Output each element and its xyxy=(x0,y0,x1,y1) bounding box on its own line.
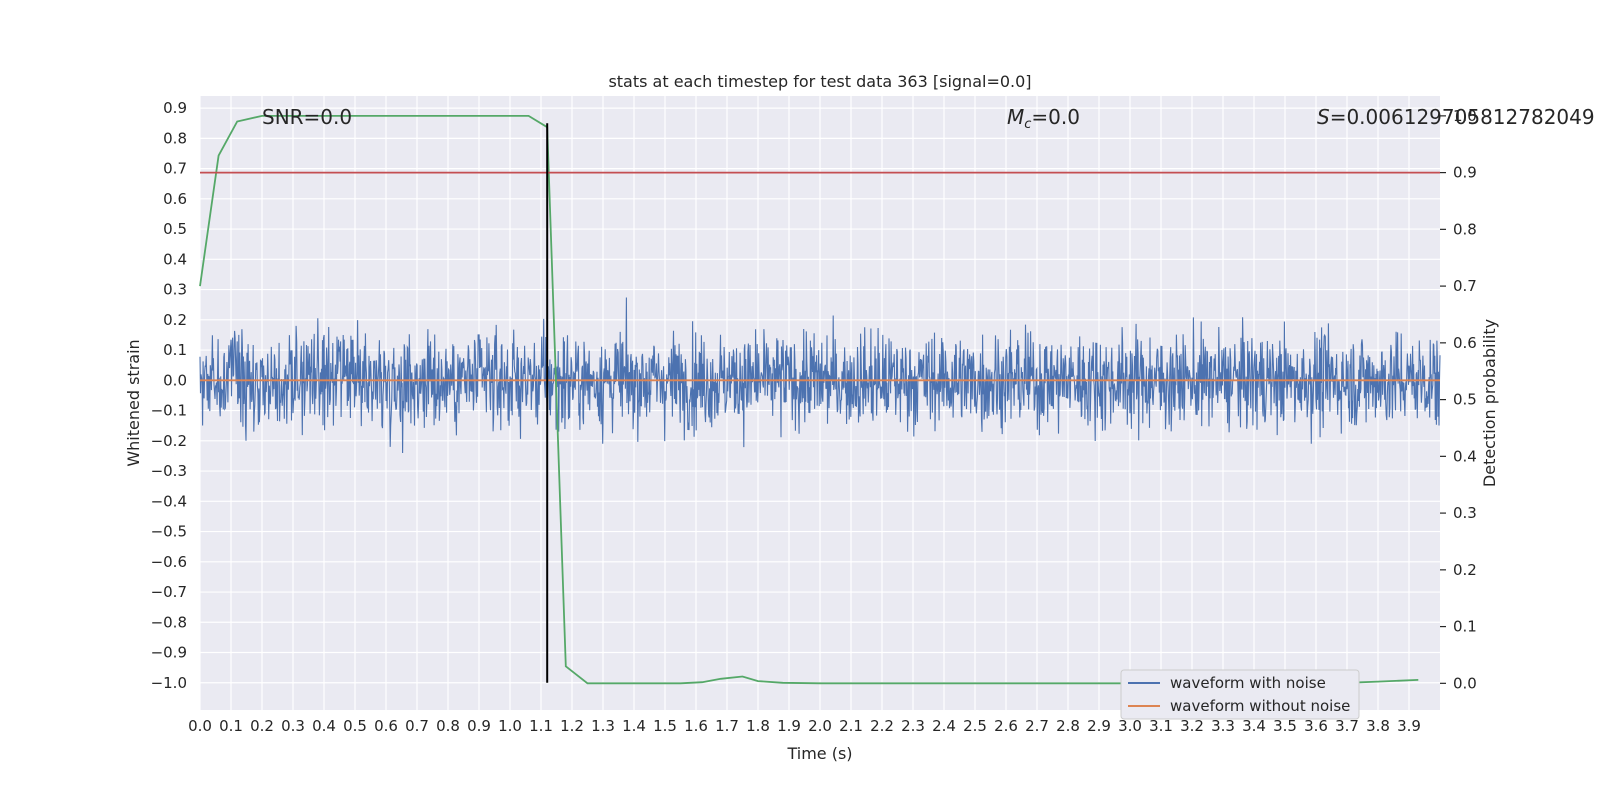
y2-tick-label: 0.3 xyxy=(1453,504,1477,522)
x-tick-label: 3.9 xyxy=(1397,717,1421,735)
y2-tick-label: 0.9 xyxy=(1453,164,1477,182)
y-tick-label: −0.4 xyxy=(151,492,187,510)
legend-label-clean: waveform without noise xyxy=(1170,697,1350,715)
x-tick-label: 3.2 xyxy=(1180,717,1204,735)
y2-axis-ticks: 1.0 0.9 0.8 0.7 0.6 0.5 0.4 0.3 0.2 0.1 0.0 xyxy=(1440,107,1477,692)
y-tick-label: 0.8 xyxy=(163,129,187,147)
y-axis-ticks: 0.9 0.8 0.7 0.6 0.5 0.4 0.3 0.2 0.1 0.0 −0.1 −0.2 −0… xyxy=(151,99,187,692)
x-tick-label: 1.6 xyxy=(684,717,708,735)
x-tick-label: 2.6 xyxy=(994,717,1018,735)
x-tick-label: 1.0 xyxy=(498,717,522,735)
y-tick-label: −0.9 xyxy=(151,644,187,662)
x-tick-label: 2.2 xyxy=(870,717,894,735)
y2-axis-label: Detection probability xyxy=(1480,319,1499,487)
y2-tick-label: 0.1 xyxy=(1453,618,1477,636)
y-tick-label: −0.8 xyxy=(151,613,187,631)
x-tick-label: 1.4 xyxy=(622,717,646,735)
y-tick-label: 0.7 xyxy=(163,160,187,178)
x-tick-label: 1.5 xyxy=(653,717,677,735)
y-tick-label: −0.7 xyxy=(151,583,187,601)
y2-tick-label: 0.4 xyxy=(1453,447,1477,465)
y-tick-label: 0.6 xyxy=(163,190,187,208)
x-tick-label: 3.4 xyxy=(1242,717,1266,735)
series-waveform-with-noise xyxy=(199,297,1441,454)
x-tick-label: 0.1 xyxy=(219,717,243,735)
x-tick-label: 2.7 xyxy=(1025,717,1049,735)
x-tick-label: 2.8 xyxy=(1056,717,1080,735)
y-tick-label: −0.3 xyxy=(151,462,187,480)
x-tick-label: 2.1 xyxy=(839,717,863,735)
y2-tick-label: 0.2 xyxy=(1453,561,1477,579)
legend-box xyxy=(1120,669,1360,720)
x-tick-label: 1.8 xyxy=(746,717,770,735)
y-tick-label: −0.5 xyxy=(151,523,187,541)
y-tick-label: −0.1 xyxy=(151,402,187,420)
x-tick-label: 3.6 xyxy=(1304,717,1328,735)
x-tick-label: 2.0 xyxy=(808,717,832,735)
x-axis-ticks: 0.0 0.1 0.2 0.3 0.4 0.5 0.6 0.7 0.8 0.9 1.0 1.1 1.2 1… xyxy=(188,717,1421,735)
x-tick-label: 0.6 xyxy=(374,717,398,735)
y-tick-label: 0.1 xyxy=(163,341,187,359)
annotation-snr: SNR=0.0 xyxy=(262,105,352,129)
x-tick-label: 0.0 xyxy=(188,717,212,735)
legend-label-noise: waveform with noise xyxy=(1170,674,1326,692)
x-tick-label: 3.5 xyxy=(1273,717,1297,735)
x-tick-label: 2.5 xyxy=(963,717,987,735)
y-tick-label: 0.9 xyxy=(163,99,187,117)
y-tick-label: −1.0 xyxy=(151,674,187,692)
x-tick-label: 0.7 xyxy=(405,717,429,735)
y-axis-label: Whitened strain xyxy=(124,339,143,466)
y2-tick-label: 0.5 xyxy=(1453,391,1477,409)
y2-tick-label: 0.7 xyxy=(1453,277,1477,295)
y-tick-label: 0.2 xyxy=(163,311,187,329)
x-tick-label: 3.1 xyxy=(1149,717,1173,735)
y2-tick-label: 1.0 xyxy=(1453,107,1477,125)
y-tick-label: −0.2 xyxy=(151,432,187,450)
y-tick-label: −0.6 xyxy=(151,553,187,571)
x-tick-label: 2.9 xyxy=(1087,717,1111,735)
x-tick-label: 3.8 xyxy=(1366,717,1390,735)
x-tick-label: 3.7 xyxy=(1335,717,1359,735)
x-tick-label: 3.0 xyxy=(1118,717,1142,735)
y2-tick-label: 0.8 xyxy=(1453,220,1477,238)
y-tick-label: 0.3 xyxy=(163,281,187,299)
x-tick-label: 2.4 xyxy=(932,717,956,735)
x-tick-label: 0.2 xyxy=(250,717,274,735)
x-tick-label: 2.3 xyxy=(901,717,925,735)
y2-tick-label: 0.0 xyxy=(1453,674,1477,692)
x-tick-label: 0.3 xyxy=(281,717,305,735)
x-tick-label: 3.3 xyxy=(1211,717,1235,735)
noise-waveform-line xyxy=(199,297,1441,454)
x-tick-label: 1.3 xyxy=(591,717,615,735)
legend: waveform with noise waveform without noi… xyxy=(1120,669,1360,720)
x-tick-label: 0.9 xyxy=(467,717,491,735)
y-tick-label: 0.0 xyxy=(163,371,187,389)
x-tick-label: 1.9 xyxy=(777,717,801,735)
x-axis-label: Time (s) xyxy=(786,744,852,763)
grid xyxy=(199,96,1440,710)
x-tick-label: 0.4 xyxy=(312,717,336,735)
annotation-mc: Mc=0.0 xyxy=(1007,105,1080,132)
x-tick-label: 1.1 xyxy=(529,717,553,735)
y2-tick-label: 0.6 xyxy=(1453,334,1477,352)
y-tick-label: 0.5 xyxy=(163,220,187,238)
x-tick-label: 0.5 xyxy=(343,717,367,735)
x-tick-label: 0.8 xyxy=(436,717,460,735)
chart-title: stats at each timestep for test data 363… xyxy=(608,72,1031,91)
y-tick-label: 0.4 xyxy=(163,250,187,268)
x-tick-label: 1.2 xyxy=(560,717,584,735)
x-tick-label: 1.7 xyxy=(715,717,739,735)
annotation-s: S=0.006129705812782049 xyxy=(1317,105,1595,129)
